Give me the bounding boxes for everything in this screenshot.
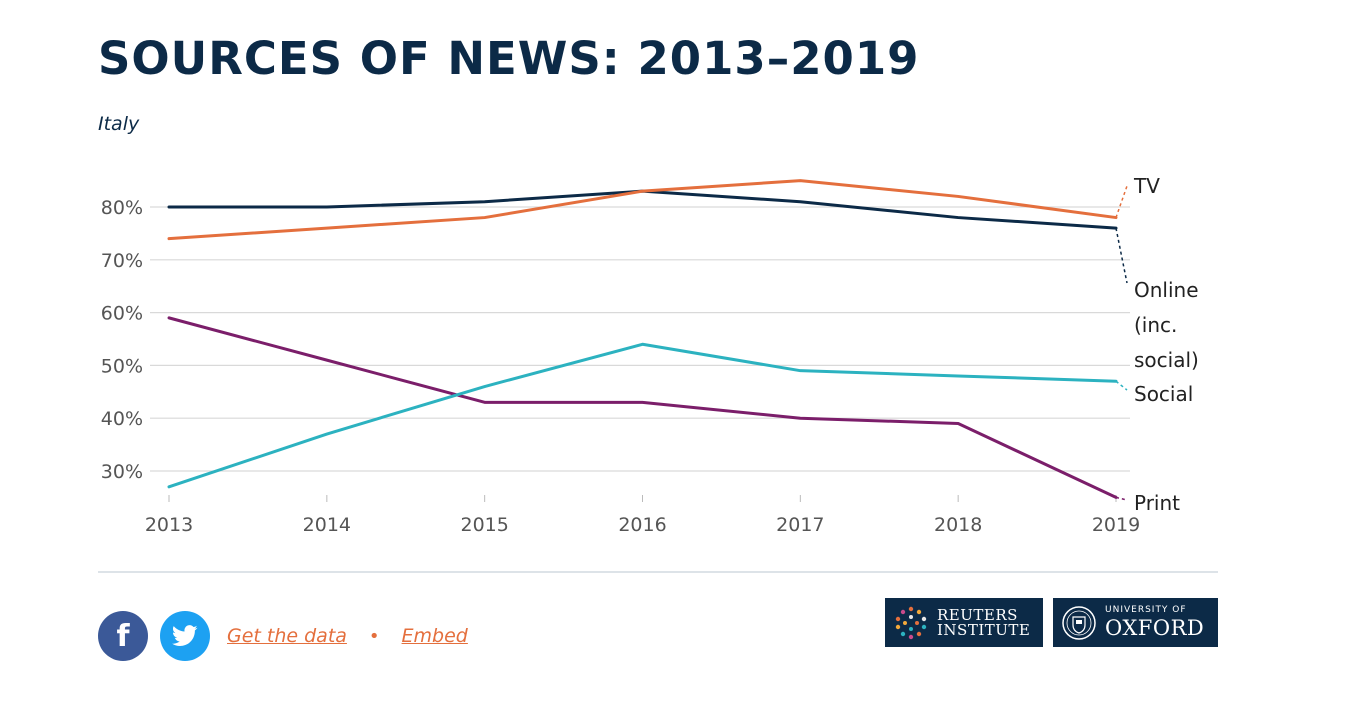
facebook-icon: f <box>116 618 130 654</box>
y-tick-label: 80% <box>101 197 143 219</box>
y-tick-label: 40% <box>101 408 143 430</box>
x-tick-label: 2018 <box>934 514 982 536</box>
embed-link[interactable]: Embed <box>401 625 468 647</box>
label-leader-tv <box>1115 185 1128 218</box>
x-tick-label: 2013 <box>145 514 193 536</box>
series-line-online <box>167 189 1118 230</box>
label-leader-social <box>1115 380 1128 391</box>
link-separator: • <box>368 625 380 647</box>
label-leader-print <box>1115 496 1128 501</box>
x-tick-label: 2015 <box>460 514 508 536</box>
oxford-logo-line1: UNIVERSITY OF <box>1105 605 1187 615</box>
chart-subtitle: Italy <box>98 113 140 135</box>
series-label-social: Social <box>1134 382 1193 406</box>
y-tick-label: 50% <box>101 355 143 377</box>
x-tick-label: 2019 <box>1092 514 1140 536</box>
footer-divider <box>98 571 1218 573</box>
x-tick-label: 2017 <box>776 514 824 536</box>
facebook-share-button[interactable]: f <box>98 611 148 661</box>
x-tick-label: 2016 <box>618 514 666 536</box>
oxford-logo-line2: OXFORD <box>1105 616 1205 640</box>
series-label-print: Print <box>1134 491 1180 515</box>
university-of-oxford-logo[interactable]: UNIVERSITY OF OXFORD <box>1053 598 1218 647</box>
twitter-icon <box>172 625 198 646</box>
get-the-data-link[interactable]: Get the data <box>227 625 347 647</box>
oxford-crest-icon <box>1062 605 1096 640</box>
y-tick-label: 70% <box>101 250 143 272</box>
reuters-institute-logo[interactable]: REUTERS INSTITUTE <box>885 598 1043 647</box>
chart-title: SOURCES OF NEWS: 2013–2019 <box>98 32 920 85</box>
x-tick-label: 2014 <box>303 514 351 536</box>
footer-bar: f Get the data • Embed <box>98 609 468 663</box>
label-leader-online <box>1115 227 1128 284</box>
reuters-logo-line2: INSTITUTE <box>937 620 1031 639</box>
series-line-tv <box>167 179 1118 241</box>
series-line-print <box>167 316 1118 499</box>
y-tick-label: 60% <box>101 303 143 325</box>
series-label-tv: TV <box>1133 174 1160 198</box>
series-line-social <box>167 342 1118 489</box>
y-tick-label: 30% <box>101 461 143 483</box>
reuters-dots-icon <box>895 606 927 639</box>
twitter-share-button[interactable] <box>160 611 210 661</box>
reuters-logo-line1: REUTERS <box>937 605 1018 624</box>
series-label-online: Online (inc. social) <box>1134 278 1199 372</box>
line-chart: 30% 40% 50% 60% 70% 80% 2013 2014 2015 2016 2017 20… <box>101 174 1199 536</box>
